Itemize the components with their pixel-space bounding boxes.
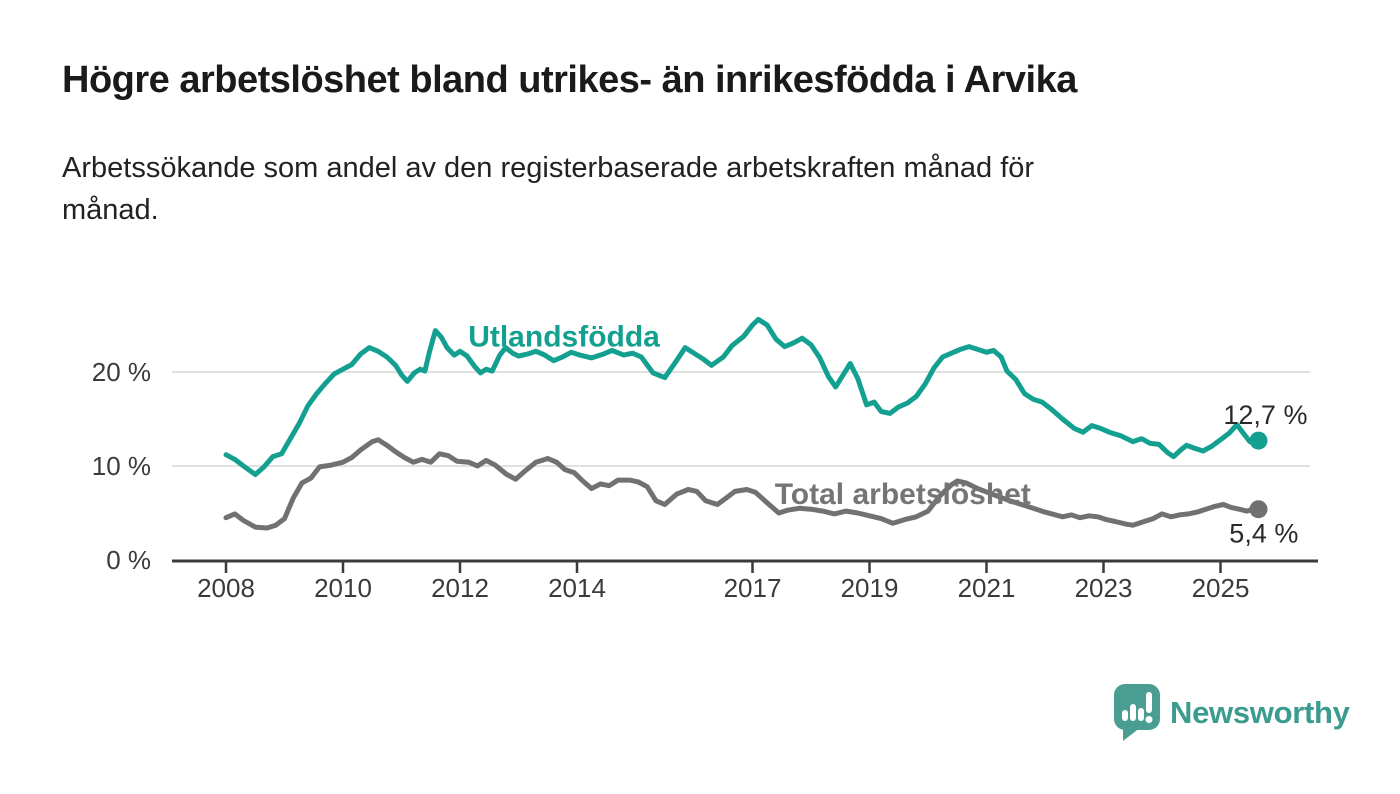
- y-axis-label: 20 %: [92, 357, 151, 387]
- series-line-utlandsfodda: [223, 316, 1261, 477]
- newsworthy-logo-text: Newsworthy: [1170, 695, 1350, 730]
- logo-exclamation-bar: [1146, 692, 1152, 713]
- logo-exclamation-dot: [1145, 716, 1153, 723]
- x-axis-label: 2010: [314, 573, 372, 603]
- series-label-total-arbetsloshet: Total arbetslöshet: [775, 478, 1031, 511]
- chart-subtitle-line-2: månad.: [62, 193, 159, 226]
- newsworthy-logo: Newsworthy: [1114, 684, 1350, 742]
- newsworthy-logo-icon: [1114, 684, 1160, 741]
- x-axis-label: 2021: [958, 573, 1016, 603]
- y-axis-label: 10 %: [92, 451, 151, 481]
- series-line-total-arbetsloshet: [223, 437, 1261, 531]
- x-axis-label: 2012: [431, 573, 489, 603]
- chart-subtitle: Arbetssökande som andel av den registerb…: [62, 148, 1034, 232]
- end-value-label-total-arbetsloshet: 5,4 %: [1229, 519, 1298, 549]
- series-endpoint-dot-utlandsfodda: [1249, 431, 1268, 450]
- x-axis-label: 2019: [841, 573, 899, 603]
- series-label-utlandsfodda: Utlandsfödda: [468, 321, 660, 354]
- series-endpoint-dot-total-arbetsloshet: [1249, 500, 1268, 519]
- x-axis-label: 2017: [724, 573, 782, 603]
- chart-title: Högre arbetslöshet bland utrikes- än inr…: [62, 59, 1077, 101]
- logo-bar-1: [1122, 710, 1128, 721]
- end-value-label-utlandsfodda: 12,7 %: [1223, 400, 1307, 430]
- x-axis-label: 2008: [197, 573, 255, 603]
- x-axis-label: 2025: [1192, 573, 1250, 603]
- y-axis-label: 0 %: [106, 545, 151, 575]
- logo-bar-2: [1130, 704, 1136, 721]
- x-axis-label: 2014: [548, 573, 606, 603]
- chart-subtitle-line-1: Arbetssökande som andel av den registerb…: [62, 152, 1035, 184]
- x-axis-label: 2023: [1075, 573, 1133, 603]
- logo-bar-3: [1138, 708, 1144, 721]
